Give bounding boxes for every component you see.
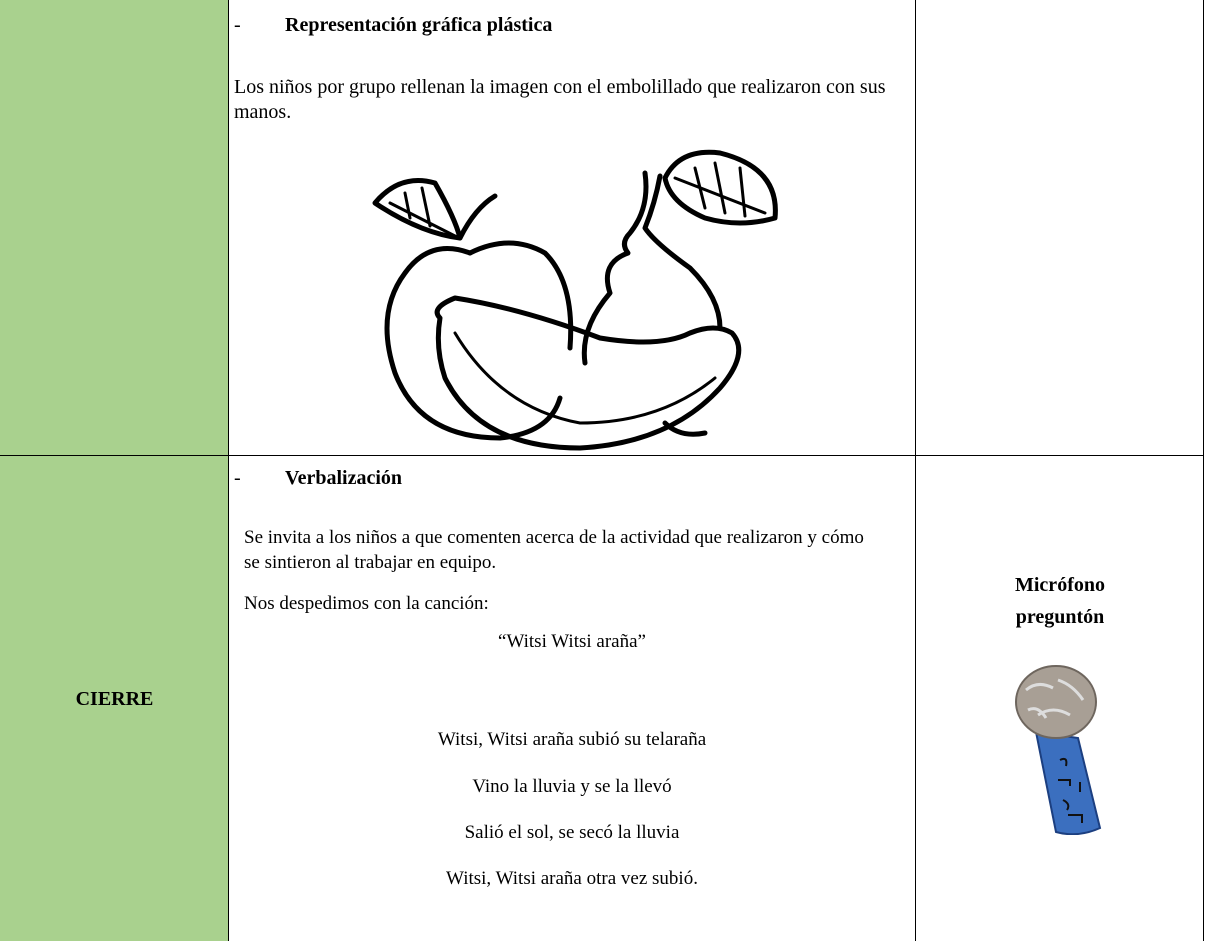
stage-cell (0, 0, 229, 941)
row-divider (0, 455, 1204, 456)
paragraph: Los niños por grupo rellenan la imagen c… (234, 76, 886, 123)
song-title: “Witsi Witsi araña” (498, 631, 646, 652)
fruit-illustration (372, 149, 778, 451)
lyric-line: Witsi, Witsi araña subió su telaraña (437, 729, 707, 750)
heading: Verbalización (285, 467, 403, 489)
paragraph: Nos despedimos con la canción: (244, 593, 489, 614)
bullet: - (234, 467, 241, 489)
heading: Representación gráfica plástica (285, 14, 553, 36)
resource-label: Micrófono preguntón (1015, 574, 1105, 628)
bullet: - (234, 14, 241, 36)
stage-label: CIERRE (75, 688, 154, 710)
lyric-line: Witsi, Witsi araña otra vez subió. (446, 868, 698, 889)
microphone-image (1015, 665, 1102, 835)
lyric-line: Salió el sol, se secó la lluvia (464, 822, 680, 843)
resource-column (915, 0, 1204, 941)
paragraph: Se invita a los niños a que comenten ace… (244, 527, 864, 573)
lyric-line: Vino la lluvia y se la llevó (472, 776, 672, 797)
